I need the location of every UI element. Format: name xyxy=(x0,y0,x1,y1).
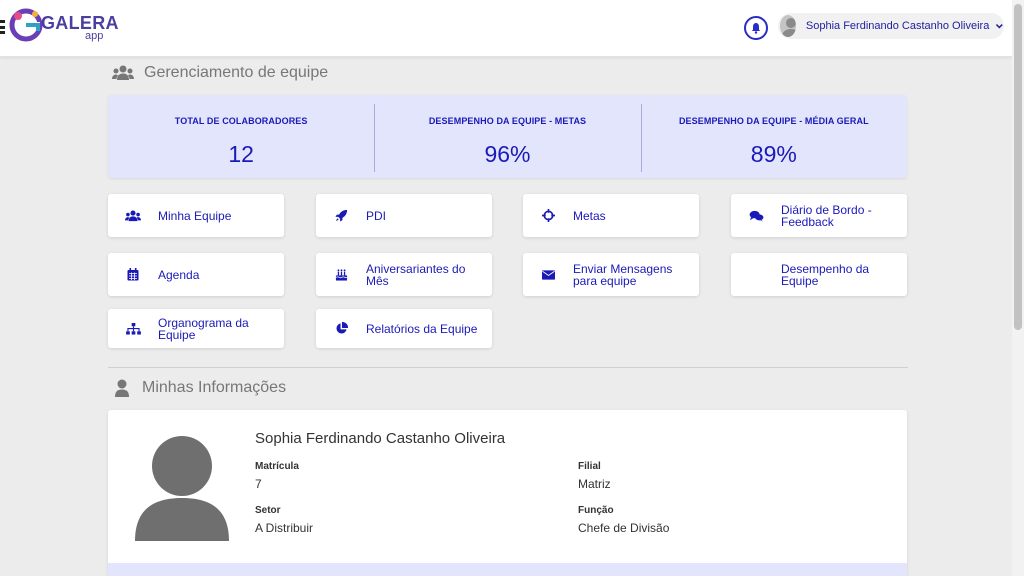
card-label: Aniversariantes do Mês xyxy=(366,261,466,288)
calendar-icon xyxy=(127,268,139,281)
profile-card: Sophia Ferdinando Castanho Oliveira Matr… xyxy=(108,410,907,576)
team-section-title: Gerenciamento de equipe xyxy=(112,64,328,82)
envelope-icon xyxy=(541,269,555,280)
profile-avatar-icon xyxy=(135,436,229,541)
card-organograma[interactable]: Organograma da Equipe xyxy=(108,309,284,348)
stat-value: 89% xyxy=(750,141,797,167)
filial-value: Matriz xyxy=(578,477,611,491)
brand-logo[interactable]: GALERA app xyxy=(8,7,119,47)
stat-value: 96% xyxy=(484,141,531,167)
team-stats-panel: TOTAL DE COLABORADORES 12 DESEMPENHO DA … xyxy=(108,95,907,178)
users-icon xyxy=(112,65,134,80)
card-label: Organograma da Equipe xyxy=(158,315,249,342)
stat-desempenho-media-geral: DESEMPENHO DA EQUIPE - MÉDIA GERAL 89% xyxy=(640,95,907,178)
filial-label: Filial xyxy=(578,461,601,472)
brand-suffix: app xyxy=(85,30,104,42)
rocket-icon xyxy=(334,209,347,222)
info-section-title: Minhas Informações xyxy=(112,379,286,397)
card-pdi[interactable]: PDI xyxy=(316,194,492,237)
card-label: Enviar Mensagens para equipe xyxy=(573,261,673,288)
crosshairs-icon xyxy=(541,209,555,222)
card-label: Relatórios da Equipe xyxy=(366,321,478,336)
user-menu[interactable]: Sophia Ferdinando Castanho Oliveira xyxy=(778,13,1004,39)
menu-icon[interactable] xyxy=(0,20,5,34)
notifications-bell-icon[interactable] xyxy=(744,16,768,40)
section-divider xyxy=(108,367,908,368)
galera-logo-icon xyxy=(9,8,43,42)
stat-label: DESEMPENHO DA EQUIPE - MÉDIA GERAL xyxy=(678,116,869,126)
funcao-label: Função xyxy=(578,505,614,516)
scrollbar[interactable] xyxy=(1012,0,1024,576)
users-icon xyxy=(125,210,141,221)
card-label: Metas xyxy=(573,208,606,223)
card-label: Agenda xyxy=(158,267,200,282)
user-icon xyxy=(115,379,129,397)
comments-icon xyxy=(749,210,763,222)
setor-value: A Distribuir xyxy=(255,521,314,535)
setor-label: Setor xyxy=(255,505,281,516)
pie-chart-icon xyxy=(335,322,348,334)
bell-icon xyxy=(752,23,760,34)
card-label: PDI xyxy=(366,208,387,223)
card-label: Minha Equipe xyxy=(158,208,232,223)
card-relatorios[interactable]: Relatórios da Equipe xyxy=(316,309,492,348)
sitemap-icon xyxy=(125,322,141,335)
funcao-value: Chefe de Divisão xyxy=(578,521,670,535)
top-bar: GALERA app Sophia Ferdinando Castanho Ol… xyxy=(0,0,1012,57)
section-title-text: Minhas Informações xyxy=(142,379,287,396)
card-enviar-mensagens[interactable]: Enviar Mensagens para equipe xyxy=(523,253,699,296)
card-label: Desempenho da Equipe xyxy=(781,261,870,288)
card-agenda[interactable]: Agenda xyxy=(108,253,284,296)
stat-desempenho-metas: DESEMPENHO DA EQUIPE - METAS 96% xyxy=(374,95,640,178)
profile-card-footer xyxy=(108,563,907,576)
chevron-down-icon xyxy=(996,24,1004,29)
stat-label: DESEMPENHO DA EQUIPE - METAS xyxy=(428,116,587,126)
birthday-cake-icon xyxy=(335,269,347,281)
matricula-value: 7 xyxy=(255,477,262,491)
card-desempenho-equipe[interactable]: Desempenho da Equipe xyxy=(731,253,907,296)
stat-total-colaboradores: TOTAL DE COLABORADORES 12 xyxy=(108,95,374,178)
card-aniversariantes[interactable]: Aniversariantes do Mês xyxy=(316,253,492,296)
stat-label: TOTAL DE COLABORADORES xyxy=(174,116,308,126)
card-metas[interactable]: Metas xyxy=(523,194,699,237)
card-minha-equipe[interactable]: Minha Equipe xyxy=(108,194,284,237)
matricula-label: Matrícula xyxy=(255,461,299,472)
scrollbar-thumb[interactable] xyxy=(1014,4,1022,330)
card-label: Diário de Bordo - Feedback xyxy=(781,202,872,229)
card-diario-de-bordo[interactable]: Diário de Bordo - Feedback xyxy=(731,194,907,237)
brand-name: GALERA xyxy=(41,13,119,33)
section-title-text: Gerenciamento de equipe xyxy=(144,64,329,81)
profile-name: Sophia Ferdinando Castanho Oliveira xyxy=(255,430,506,447)
user-name: Sophia Ferdinando Castanho Oliveira xyxy=(805,20,990,32)
avatar xyxy=(780,15,796,37)
stat-value: 12 xyxy=(228,141,254,167)
